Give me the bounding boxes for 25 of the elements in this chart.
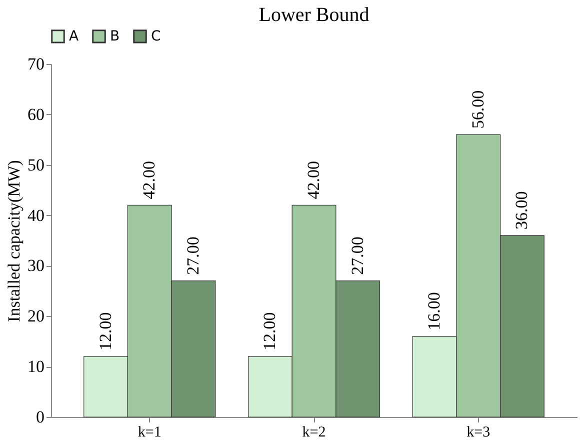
data-label: 42.00 — [304, 160, 323, 200]
legend-label: B — [110, 28, 120, 44]
y-tick-label: 40 — [28, 206, 44, 225]
data-label: 42.00 — [140, 160, 159, 200]
y-axis-title: Installed capacity(MW) — [4, 160, 24, 322]
y-tick-label: 50 — [28, 155, 44, 174]
x-tick-label: k=3 — [466, 424, 490, 440]
x-tick-label: k=2 — [302, 424, 326, 440]
data-label: 36.00 — [512, 191, 532, 230]
legend-label: A — [69, 28, 79, 44]
y-tick-label: 70 — [28, 54, 44, 74]
data-label: 12.00 — [260, 312, 280, 350]
y-tick-label: 20 — [28, 306, 44, 326]
data-label: 12.00 — [96, 312, 115, 350]
legend-label: C — [151, 28, 161, 44]
y-tick-label: 30 — [28, 256, 44, 276]
data-label: 27.00 — [348, 236, 367, 275]
y-tick-label: 60 — [28, 104, 44, 124]
y-tick-label: 0 — [36, 408, 44, 426]
y-tick-label: 10 — [28, 357, 44, 376]
data-label: 56.00 — [468, 90, 488, 129]
data-label: 16.00 — [424, 292, 444, 330]
data-label: 27.00 — [183, 236, 202, 275]
x-tick-label: k=1 — [138, 424, 162, 440]
chart-title: Lower Bound — [258, 4, 370, 26]
